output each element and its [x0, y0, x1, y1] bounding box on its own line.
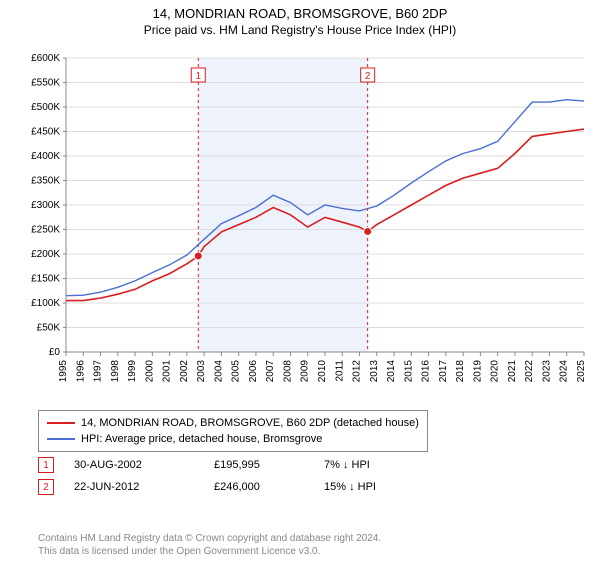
footer-line: Contains HM Land Registry data © Crown c… — [38, 532, 381, 545]
svg-text:£100K: £100K — [31, 298, 60, 309]
svg-text:2015: 2015 — [403, 360, 414, 383]
svg-text:1996: 1996 — [75, 360, 86, 383]
svg-text:2000: 2000 — [144, 360, 155, 383]
svg-text:2010: 2010 — [317, 360, 328, 383]
transaction-date: 30-AUG-2002 — [74, 459, 214, 471]
svg-text:2024: 2024 — [559, 360, 570, 383]
transaction-date: 22-JUN-2012 — [74, 481, 214, 493]
svg-text:£300K: £300K — [31, 200, 60, 211]
legend-label: HPI: Average price, detached house, Brom… — [81, 433, 322, 445]
footer-line: This data is licensed under the Open Gov… — [38, 545, 381, 558]
legend: 14, MONDRIAN ROAD, BROMSGROVE, B60 2DP (… — [38, 410, 428, 452]
chart-container: 14, MONDRIAN ROAD, BROMSGROVE, B60 2DP P… — [0, 6, 600, 566]
svg-text:£350K: £350K — [31, 176, 60, 187]
svg-text:2021: 2021 — [507, 360, 518, 383]
svg-text:£600K: £600K — [31, 53, 60, 64]
svg-text:2003: 2003 — [196, 360, 207, 383]
svg-text:1999: 1999 — [127, 360, 138, 383]
svg-text:2009: 2009 — [300, 360, 311, 383]
svg-text:£550K: £550K — [31, 78, 60, 89]
svg-text:£0: £0 — [49, 347, 61, 358]
svg-text:£250K: £250K — [31, 225, 60, 236]
svg-text:2012: 2012 — [352, 360, 363, 383]
svg-text:2004: 2004 — [213, 360, 224, 383]
transaction-marker: 1 — [38, 457, 54, 473]
legend-label: 14, MONDRIAN ROAD, BROMSGROVE, B60 2DP (… — [81, 417, 419, 429]
svg-text:£400K: £400K — [31, 151, 60, 162]
svg-text:£50K: £50K — [37, 323, 61, 334]
svg-text:2002: 2002 — [179, 360, 190, 383]
chart-subtitle: Price paid vs. HM Land Registry's House … — [0, 23, 600, 37]
transaction-marker: 2 — [38, 479, 54, 495]
svg-text:1998: 1998 — [110, 360, 121, 383]
svg-text:£450K: £450K — [31, 127, 60, 138]
svg-text:2011: 2011 — [334, 360, 345, 382]
svg-text:2008: 2008 — [282, 360, 293, 383]
svg-text:2001: 2001 — [162, 360, 173, 383]
svg-text:1: 1 — [195, 71, 201, 82]
svg-text:2005: 2005 — [231, 360, 242, 383]
svg-text:2018: 2018 — [455, 360, 466, 383]
transactions-list: 1 30-AUG-2002 £195,995 7% ↓ HPI 2 22-JUN… — [38, 454, 424, 498]
legend-item: 14, MONDRIAN ROAD, BROMSGROVE, B60 2DP (… — [47, 415, 419, 431]
svg-text:2025: 2025 — [576, 360, 587, 383]
transaction-diff: 7% ↓ HPI — [324, 459, 424, 471]
svg-text:2013: 2013 — [369, 360, 380, 383]
legend-swatch — [47, 438, 75, 440]
svg-text:2006: 2006 — [248, 360, 259, 383]
svg-text:2016: 2016 — [421, 360, 432, 383]
chart-plot: £0 £50K £100K £150K £200K £250K £300K £350K £400… — [10, 52, 590, 402]
transaction-price: £195,995 — [214, 459, 324, 471]
svg-text:£500K: £500K — [31, 102, 60, 113]
svg-text:£150K: £150K — [31, 274, 60, 285]
transaction-row: 1 30-AUG-2002 £195,995 7% ↓ HPI — [38, 454, 424, 476]
svg-text:2020: 2020 — [490, 360, 501, 383]
transaction-row: 2 22-JUN-2012 £246,000 15% ↓ HPI — [38, 476, 424, 498]
svg-text:2019: 2019 — [472, 360, 483, 383]
line-chart-svg: £0 £50K £100K £150K £200K £250K £300K £350K £400… — [10, 52, 590, 402]
legend-item: HPI: Average price, detached house, Brom… — [47, 431, 419, 447]
svg-text:£200K: £200K — [31, 249, 60, 260]
footer-attribution: Contains HM Land Registry data © Crown c… — [38, 532, 381, 558]
svg-text:1997: 1997 — [93, 360, 104, 383]
svg-text:2007: 2007 — [265, 360, 276, 383]
chart-title: 14, MONDRIAN ROAD, BROMSGROVE, B60 2DP — [0, 6, 600, 21]
transaction-diff: 15% ↓ HPI — [324, 481, 424, 493]
svg-text:2: 2 — [365, 71, 371, 82]
svg-text:2023: 2023 — [541, 360, 552, 383]
svg-text:2017: 2017 — [438, 360, 449, 383]
svg-text:2014: 2014 — [386, 360, 397, 383]
transaction-price: £246,000 — [214, 481, 324, 493]
svg-text:1995: 1995 — [58, 360, 69, 383]
legend-swatch — [47, 422, 75, 424]
svg-text:2022: 2022 — [524, 360, 535, 383]
